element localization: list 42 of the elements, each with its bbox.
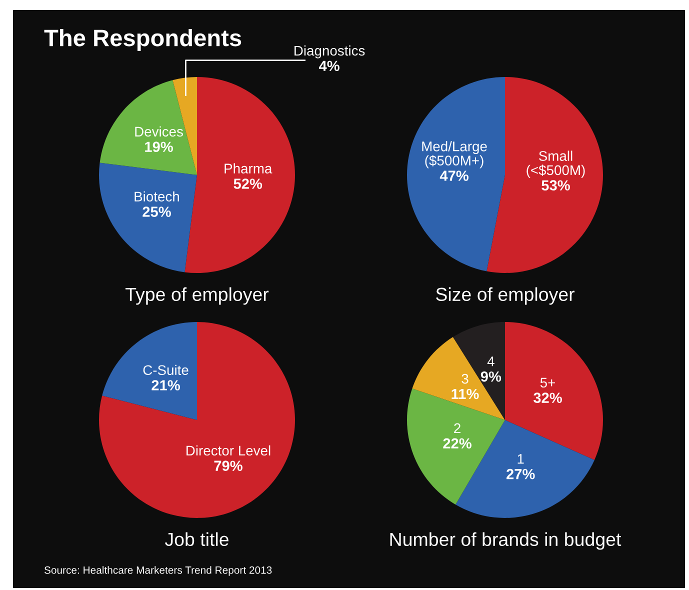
slice-label: Diagnostics (294, 45, 365, 58)
pie-slice (452, 322, 505, 420)
data-label: 53% (542, 180, 570, 191)
data-label: 32% (533, 392, 562, 403)
slice-label: Pharma (224, 163, 272, 174)
pie-slice (486, 77, 603, 273)
text: Type of employer (126, 287, 269, 305)
data-label: 47% (440, 170, 468, 181)
pie-slice (100, 80, 197, 175)
slice-label: 1 (518, 454, 524, 464)
slice-label: C-Suite (143, 364, 188, 376)
data-label: 27% (506, 468, 535, 480)
pie-slice (99, 162, 197, 272)
text: Job title (164, 532, 228, 546)
slice-label: 2 (454, 423, 460, 433)
pie-slice (184, 77, 295, 273)
slice-label: Devices (135, 126, 183, 137)
slice-label: 5+ (540, 378, 555, 388)
data-label: 4% (318, 60, 340, 72)
data-label: 19% (145, 142, 173, 152)
pie-slice (99, 322, 295, 518)
slice-label: Med/Large ($500M+) (422, 141, 487, 168)
source-note: Source: Healthcare Marketers Trend Report 2013 (44, 566, 272, 576)
data-label: 21% (152, 380, 180, 390)
pie-slice (412, 336, 505, 420)
text: Number of brands in budget (390, 532, 622, 550)
pie-slice (407, 77, 505, 272)
slice-label: Biotech (134, 191, 179, 202)
text: The Respondents (44, 28, 242, 52)
data-label: 52% (234, 178, 262, 189)
slice-label: 3 (462, 374, 468, 384)
data-label: 22% (443, 438, 472, 449)
data-label: 25% (142, 206, 171, 217)
text: Size of employer (436, 287, 575, 305)
pie-slice (407, 388, 505, 505)
data-label: 79% (214, 460, 242, 471)
slice-label: 4 (487, 356, 494, 366)
data-label: 9% (480, 371, 502, 382)
slice-label: Small (<$500M) (526, 150, 585, 178)
pie-slice (102, 322, 197, 420)
data-label: 11% (452, 388, 479, 400)
slice-label: Director Level (186, 445, 270, 456)
